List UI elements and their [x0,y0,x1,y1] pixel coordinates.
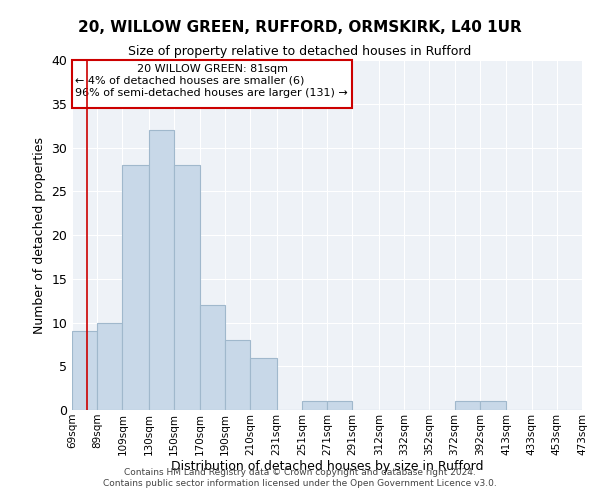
Text: 20, WILLOW GREEN, RUFFORD, ORMSKIRK, L40 1UR: 20, WILLOW GREEN, RUFFORD, ORMSKIRK, L40… [78,20,522,35]
Text: Contains HM Land Registry data © Crown copyright and database right 2024.
Contai: Contains HM Land Registry data © Crown c… [103,468,497,487]
Bar [122,165,149,410]
Text: ← 4% of detached houses are smaller (6): ← 4% of detached houses are smaller (6) [74,76,304,86]
Bar [97,322,122,410]
Bar [327,401,352,410]
Text: 20 WILLOW GREEN: 81sqm: 20 WILLOW GREEN: 81sqm [137,64,287,74]
Bar [455,401,480,410]
Bar [302,401,327,410]
Y-axis label: Number of detached properties: Number of detached properties [33,136,46,334]
Text: Size of property relative to detached houses in Rufford: Size of property relative to detached ho… [128,45,472,58]
Bar [174,165,199,410]
FancyBboxPatch shape [72,60,352,108]
Bar [149,130,174,410]
Bar [225,340,250,410]
Text: 96% of semi-detached houses are larger (131) →: 96% of semi-detached houses are larger (… [74,88,347,98]
Bar [250,358,277,410]
X-axis label: Distribution of detached houses by size in Rufford: Distribution of detached houses by size … [171,460,483,473]
Bar [480,401,506,410]
Bar [72,331,97,410]
Bar [199,305,225,410]
